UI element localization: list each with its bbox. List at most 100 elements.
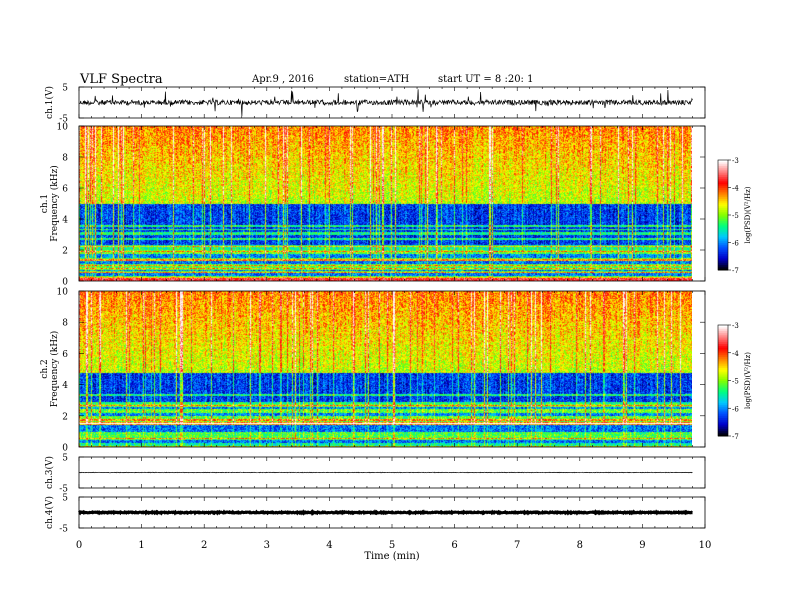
colorbar-cell xyxy=(718,387,728,391)
spectrogram-image-2 xyxy=(79,291,692,447)
colorbar-cell xyxy=(718,226,728,229)
x-tick-label: 4 xyxy=(326,540,332,551)
colorbar-tick-label: -3 xyxy=(732,322,739,330)
colorbar-cell xyxy=(718,360,728,363)
start-time-label: start UT = 8 :20: 1 xyxy=(438,74,534,85)
y-axis-label: Frequency (kHz) xyxy=(49,165,60,242)
colorbar-cell xyxy=(718,423,728,426)
y-tick-label: 6 xyxy=(62,185,68,195)
colorbar-cell xyxy=(718,334,728,337)
colorbar-cell xyxy=(718,240,728,243)
colorbar-cell xyxy=(718,172,728,176)
y-tick-label: 0 xyxy=(62,278,68,288)
colorbar-cell xyxy=(718,339,728,343)
colorbar-cell xyxy=(718,347,728,350)
colorbar-cell xyxy=(718,171,728,174)
colorbar-cell xyxy=(718,167,728,170)
colorbar-cell xyxy=(718,246,728,249)
colorbar-tick-label: -5 xyxy=(732,378,739,386)
colorbar-cell xyxy=(718,222,728,225)
colorbar-cell xyxy=(718,178,728,181)
colorbar-cell xyxy=(718,386,728,389)
waveform-trace-3 xyxy=(78,471,693,474)
colorbar-cell xyxy=(718,417,728,420)
colorbar-cell xyxy=(718,325,728,328)
colorbar-cell xyxy=(718,354,728,357)
colorbar-cell xyxy=(718,332,728,335)
x-tick-label: 7 xyxy=(514,540,520,551)
colorbar-cell xyxy=(718,193,728,196)
colorbar-cell xyxy=(718,424,728,428)
x-tick-label: 5 xyxy=(389,540,395,551)
colorbar-cell xyxy=(718,389,728,393)
colorbar-cell xyxy=(718,373,728,376)
colorbar-cell xyxy=(718,426,728,430)
colorbar-cell xyxy=(718,397,728,400)
colorbar-tick-label: -6 xyxy=(732,240,739,248)
colorbar-cell xyxy=(718,400,728,404)
colorbar-cell xyxy=(718,176,728,179)
colorbar-cell xyxy=(718,213,728,216)
colorbar-cell xyxy=(718,260,728,264)
colorbar-cell xyxy=(718,399,728,402)
colorbar-cell xyxy=(718,374,728,378)
colorbar-cell xyxy=(718,251,728,254)
colorbar-tick-label: -6 xyxy=(732,405,739,413)
colorbar-cell xyxy=(718,237,728,240)
x-tick-label: 2 xyxy=(201,540,207,551)
colorbar-cell xyxy=(718,330,728,333)
colorbar-cell xyxy=(718,268,728,271)
colorbar-cell xyxy=(718,196,728,199)
colorbar-cell xyxy=(718,434,728,437)
colorbar-cell xyxy=(718,204,728,207)
colorbar-cell xyxy=(718,264,728,267)
y-axis-label-channel: ch.2 xyxy=(40,359,50,378)
x-tick-label: 1 xyxy=(138,540,144,551)
colorbar-cell xyxy=(718,182,728,185)
colorbar-cell xyxy=(718,326,728,330)
colorbar-cell xyxy=(718,235,728,238)
colorbar-cell xyxy=(718,341,728,344)
colorbar-cell xyxy=(718,352,728,356)
colorbar-cell xyxy=(718,266,728,269)
colorbar-cell xyxy=(718,180,728,183)
colorbar-cell xyxy=(718,215,728,218)
colorbar-cell xyxy=(718,430,728,433)
y-tick-label: 2 xyxy=(62,247,68,257)
colorbar-cell xyxy=(718,367,728,370)
colorbar-cell xyxy=(718,358,728,361)
colorbar-cell xyxy=(718,380,728,383)
colorbar-cell xyxy=(718,410,728,413)
colorbar-cell xyxy=(718,408,728,411)
colorbar-cell xyxy=(718,174,728,177)
colorbar-cell xyxy=(718,253,728,256)
colorbar-cell xyxy=(718,200,728,203)
y-tick-label: 4 xyxy=(62,381,68,391)
y-tick-label: 10 xyxy=(57,288,69,298)
colorbar-cell xyxy=(718,183,728,187)
spectrogram-image-1 xyxy=(79,126,692,281)
colorbar-cell xyxy=(718,393,728,396)
colorbar-cell xyxy=(718,337,728,341)
colorbar-cell xyxy=(718,362,728,365)
colorbar-cell xyxy=(718,216,728,220)
colorbar-cell xyxy=(718,165,728,168)
colorbar-cell xyxy=(718,224,728,227)
x-tick-label: 10 xyxy=(699,540,712,551)
colorbar-cell xyxy=(718,187,728,190)
y-tick-label: -5 xyxy=(59,115,68,125)
colorbar-cell xyxy=(718,209,728,212)
colorbar-cell xyxy=(718,194,728,198)
y-axis-label: Frequency (kHz) xyxy=(49,331,60,408)
colorbar-label: log(PSD)(V²/Hz) xyxy=(744,352,752,409)
colorbar-cell xyxy=(718,227,728,231)
x-tick-label: 0 xyxy=(76,540,82,551)
colorbar-cell xyxy=(718,207,728,210)
colorbar-cell xyxy=(718,163,728,166)
colorbar-cell xyxy=(718,349,728,352)
colorbar-cell xyxy=(718,395,728,398)
date-label: Apr.9 , 2016 xyxy=(252,74,314,85)
chart-title: VLF Spectra xyxy=(80,72,163,87)
colorbar-cell xyxy=(718,365,728,369)
colorbar-tick-label: -5 xyxy=(732,212,739,220)
